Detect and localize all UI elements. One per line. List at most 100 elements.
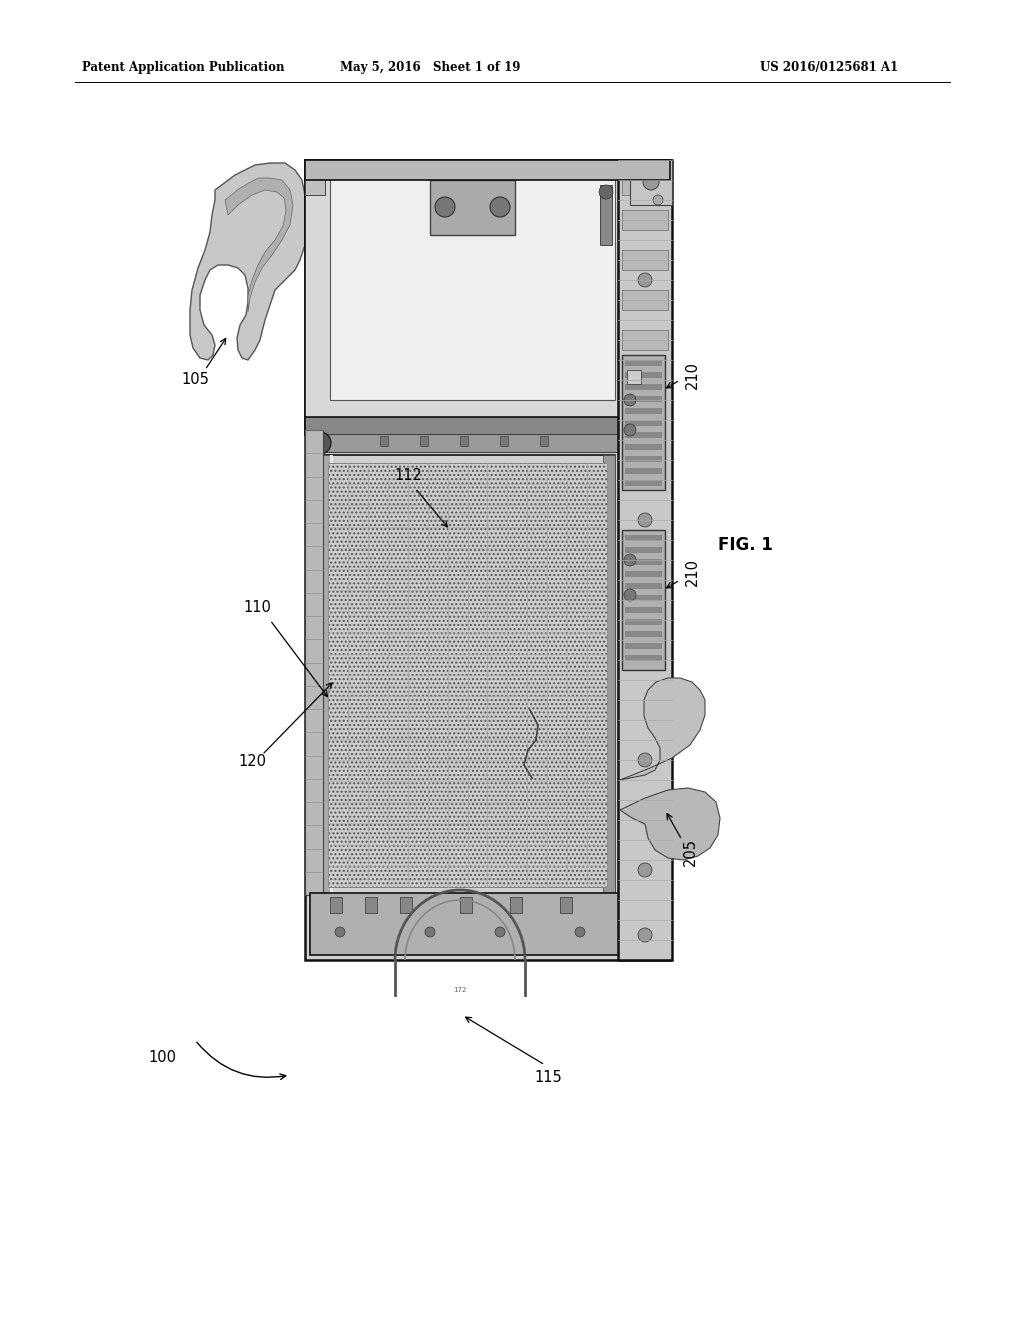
Bar [625, 408, 662, 414]
Text: 105: 105 [181, 372, 209, 388]
Bar [625, 595, 662, 601]
Polygon shape [620, 678, 705, 780]
Bar [625, 384, 662, 389]
Text: FIG. 1: FIG. 1 [718, 536, 773, 554]
Circle shape [495, 927, 505, 937]
Bar [622, 330, 668, 350]
Bar [625, 655, 662, 661]
Circle shape [638, 928, 652, 942]
Bar [622, 249, 668, 271]
Polygon shape [225, 178, 293, 312]
Bar [319, 455, 615, 895]
Bar [328, 463, 607, 887]
Bar [625, 619, 662, 624]
Bar [305, 160, 670, 180]
Text: 100: 100 [148, 1051, 176, 1065]
Text: 110: 110 [243, 601, 271, 615]
Circle shape [624, 554, 636, 566]
Bar [622, 355, 665, 490]
Bar [625, 469, 662, 474]
Circle shape [638, 863, 652, 876]
Circle shape [349, 614, 361, 626]
Bar [305, 417, 670, 436]
Bar [622, 290, 668, 310]
Bar [625, 420, 662, 426]
Bar [625, 572, 662, 577]
Bar [560, 898, 572, 913]
Bar [625, 583, 662, 589]
Circle shape [335, 927, 345, 937]
Bar [330, 898, 342, 913]
Circle shape [575, 927, 585, 937]
Bar [625, 432, 662, 438]
Circle shape [638, 634, 652, 647]
Bar [625, 455, 662, 462]
Text: 210: 210 [684, 558, 699, 586]
Bar [380, 436, 388, 446]
Circle shape [599, 185, 613, 199]
Text: May 5, 2016   Sheet 1 of 19: May 5, 2016 Sheet 1 of 19 [340, 62, 520, 74]
Bar [630, 160, 672, 205]
Bar [305, 160, 670, 960]
Bar [603, 455, 615, 895]
Text: 115: 115 [535, 1071, 562, 1085]
Bar [625, 631, 662, 638]
Bar [305, 430, 323, 895]
Bar [625, 480, 662, 486]
Circle shape [643, 174, 659, 190]
Bar [400, 898, 412, 913]
Text: US 2016/0125681 A1: US 2016/0125681 A1 [760, 62, 898, 74]
Circle shape [624, 393, 636, 407]
Circle shape [638, 178, 652, 191]
Bar [625, 558, 662, 565]
Bar [622, 210, 668, 230]
Bar [319, 455, 330, 895]
Bar [460, 436, 468, 446]
Bar [420, 436, 428, 446]
Bar [622, 531, 665, 671]
Text: 112: 112 [394, 469, 422, 483]
Polygon shape [620, 788, 720, 861]
Bar [625, 546, 662, 553]
Bar [510, 898, 522, 913]
Text: 120: 120 [238, 755, 266, 770]
Bar [305, 160, 325, 195]
Circle shape [638, 273, 652, 286]
Circle shape [435, 197, 455, 216]
Circle shape [425, 927, 435, 937]
Circle shape [309, 432, 331, 454]
Text: Patent Application Publication: Patent Application Publication [82, 62, 285, 74]
Bar [330, 176, 615, 400]
Circle shape [638, 393, 652, 407]
Bar [625, 607, 662, 612]
Bar [600, 185, 612, 246]
Bar [625, 535, 662, 541]
Bar [540, 436, 548, 446]
Bar [305, 160, 670, 430]
Bar [625, 372, 662, 378]
Bar [365, 898, 377, 913]
Bar [625, 444, 662, 450]
Circle shape [638, 513, 652, 527]
Polygon shape [190, 162, 305, 360]
Circle shape [624, 589, 636, 601]
Bar [370, 465, 374, 884]
Bar [430, 180, 515, 235]
Bar [330, 455, 333, 895]
Bar [310, 434, 625, 451]
Bar [625, 360, 662, 366]
Bar [622, 176, 668, 195]
Bar [625, 396, 662, 403]
Text: 172: 172 [454, 987, 467, 993]
Circle shape [624, 424, 636, 436]
Bar [460, 898, 472, 913]
Text: 210: 210 [684, 360, 699, 389]
Text: 205: 205 [683, 838, 697, 866]
Circle shape [490, 197, 510, 216]
Bar [310, 894, 620, 954]
Bar [618, 160, 672, 960]
Circle shape [638, 752, 652, 767]
Circle shape [653, 195, 663, 205]
Bar [500, 436, 508, 446]
Bar [627, 370, 641, 384]
